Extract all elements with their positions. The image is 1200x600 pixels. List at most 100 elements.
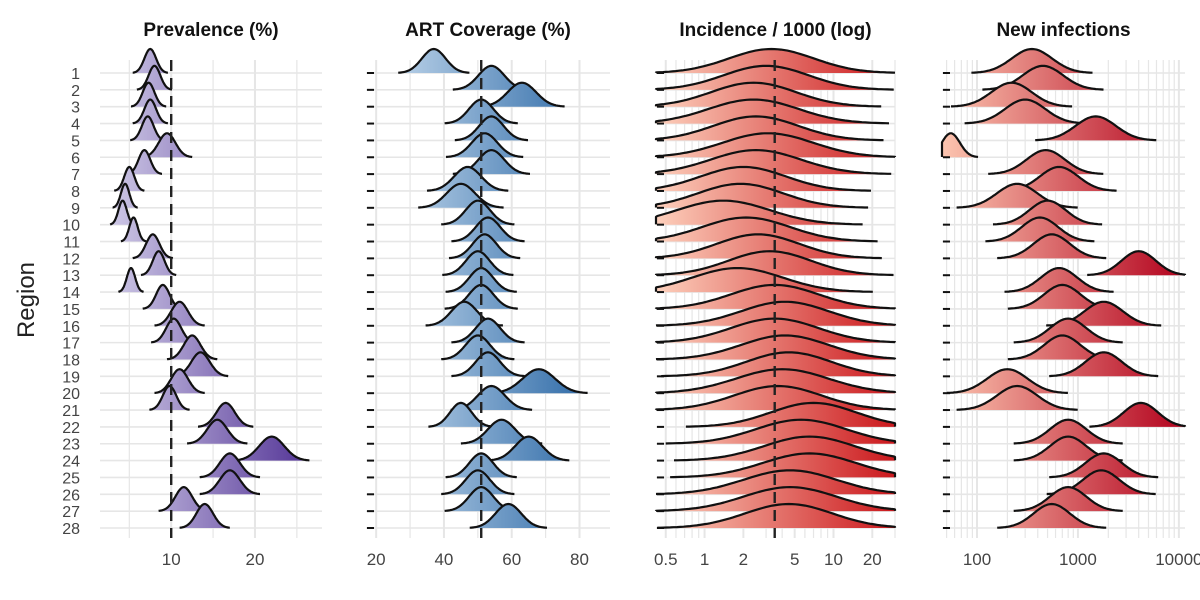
ridge-fill-region-18	[441, 335, 515, 360]
ridge-outline-region-2	[654, 64, 894, 91]
ridge-outline-region-1	[132, 47, 169, 74]
region-label: 13	[62, 268, 80, 285]
x-tick-label: 20	[367, 550, 386, 569]
ridge-outline-region-8	[426, 165, 509, 192]
ridge-outline-region-5	[129, 115, 166, 142]
ridge-outline-region-18	[655, 334, 897, 361]
region-label: 25	[62, 470, 80, 487]
ridge-outline-region-8	[654, 165, 872, 192]
region-label: 22	[62, 420, 80, 437]
ridge-outline-region-11	[451, 216, 525, 243]
ridge-fill-region-6	[656, 133, 895, 158]
ridge-fill-region-4	[656, 99, 889, 124]
ridge-outline-region-20	[654, 368, 897, 394]
ridge-outline-region-5	[654, 115, 884, 142]
panel-4: New infections 100 1000 10000	[940, 20, 1200, 569]
ridge-fill-region-19	[451, 352, 525, 377]
ridge-outline-region-25	[1049, 452, 1159, 479]
ridge-outline-region-1	[971, 47, 1093, 74]
ridge-fill-region-25	[199, 453, 260, 478]
ridge-outline-region-24	[233, 435, 310, 462]
ridge-outline-region-28	[179, 502, 231, 529]
ridge-fill-region-1	[398, 49, 470, 73]
ridge-outline-region-4	[964, 98, 1086, 125]
ridge-outline-region-4	[132, 98, 169, 125]
ridge-outline-region-26	[199, 469, 261, 496]
ridge-outline-region-23	[665, 418, 897, 445]
ridge-fill-region-25	[1049, 453, 1159, 478]
ridge-outline-region-22	[197, 401, 254, 428]
ridge-fill-region-4	[444, 99, 518, 124]
region-label: 6	[71, 150, 80, 167]
ridge-outline-region-3	[479, 81, 565, 108]
ridge-fill-region-23	[460, 419, 543, 444]
ridge-outline-region-17	[451, 317, 525, 344]
ridge-fill-region-19	[1049, 352, 1159, 377]
ridge-outline-region-9	[654, 182, 869, 209]
ridge-outline-region-21	[956, 384, 1078, 411]
x-tick-label: 20	[863, 550, 882, 569]
ridge-outline-region-24	[487, 435, 570, 462]
region-label: 23	[62, 437, 80, 454]
ridge-fill-region-22	[1089, 402, 1185, 427]
region-label: 26	[62, 487, 80, 504]
ridge-outline-region-13	[654, 250, 894, 277]
ridge-outline-region-13	[1087, 250, 1187, 277]
x-tick-label: 5	[790, 550, 799, 569]
ridge-outline-region-20	[490, 368, 588, 394]
ridge-outline-region-17	[1013, 317, 1123, 344]
ridge-outline-region-12	[997, 233, 1107, 260]
x-tick-label: 10000	[1155, 550, 1200, 569]
ridge-outline-region-12	[132, 233, 174, 260]
ridge-outline-region-25	[670, 452, 897, 479]
ridge-outline-region-19	[451, 351, 525, 378]
ridge-fill-region-12	[449, 234, 521, 259]
ridge-fill-region-20	[490, 369, 588, 394]
ridge-outline-region-25	[199, 452, 261, 479]
ridge-outline-region-13	[140, 250, 177, 277]
ridge-fill-region-23	[665, 419, 895, 444]
ridge-fill-region-21	[656, 386, 895, 410]
ridge-outline-region-28	[469, 502, 548, 529]
x-tick-label: 1	[700, 550, 709, 569]
ridge-fill-region-8	[427, 167, 509, 191]
ridge-outline-region-5	[1035, 115, 1157, 142]
ridge-outline-region-12	[654, 233, 882, 260]
region-label: 4	[71, 117, 80, 134]
ridge-fill-region-14	[656, 268, 873, 293]
x-tick-label: 0.5	[654, 550, 678, 569]
ridge-outline-region-10	[654, 199, 863, 226]
ridge-outline-region-3	[130, 81, 167, 108]
ridge-fill-region-12	[997, 234, 1107, 259]
ridge-outline-region-28	[657, 502, 897, 529]
ridge-outline-region-14	[117, 267, 145, 293]
region-label: 12	[62, 251, 80, 268]
ridge-outline-region-11	[985, 216, 1095, 243]
ridge-outline-region-23	[1013, 418, 1123, 445]
ridge-outline-region-7	[988, 149, 1104, 175]
ridge-outline-region-10	[992, 199, 1103, 226]
ridge-outline-region-9	[111, 182, 139, 209]
ridge-fill-region-3	[951, 82, 1073, 107]
ridge-outline-region-16	[154, 300, 206, 327]
region-label: 21	[62, 403, 80, 420]
ridge-outline-region-11	[120, 216, 147, 243]
ridge-fill-region-13	[442, 251, 514, 276]
ridge-outline-region-7	[654, 149, 892, 175]
ridge-fill-region-2	[452, 65, 530, 90]
ridge-outline-region-20	[946, 368, 1068, 394]
ridge-fill-region-10	[441, 200, 515, 225]
panel-title: Prevalence (%)	[143, 20, 278, 41]
ridge-fill-region-11	[985, 217, 1095, 242]
ridge-fill-region-7	[656, 150, 892, 175]
ridge-fill-region-28	[469, 504, 547, 528]
region-label: 2	[71, 83, 80, 100]
ridge-fill-region-11	[656, 217, 878, 242]
region-label: 19	[62, 369, 80, 386]
ridge-outline-region-6	[445, 132, 524, 159]
ridge-outline-region-22	[1089, 401, 1187, 428]
ridge-outline-region-4	[654, 98, 890, 125]
ridge-fill-region-7	[988, 150, 1104, 175]
ridge-outline-region-2	[136, 64, 173, 91]
